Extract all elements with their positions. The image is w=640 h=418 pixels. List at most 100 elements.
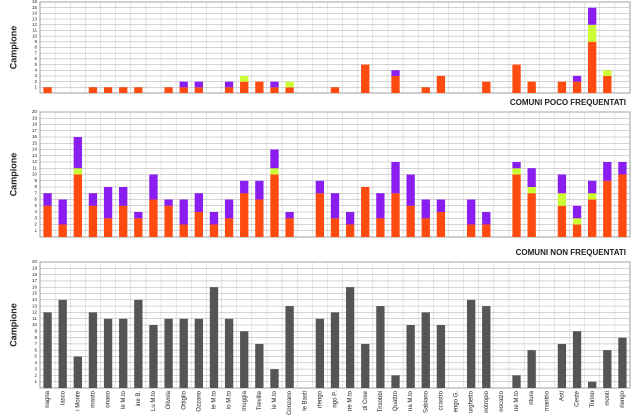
x-tick-label: i Monte: [75, 390, 81, 410]
y-tick-label: 18: [32, 122, 38, 127]
bar: [527, 350, 536, 388]
y-tick-label: 7: [34, 341, 37, 346]
bar: [194, 212, 204, 237]
bar: [603, 75, 612, 93]
bar: [73, 168, 82, 175]
bar: [134, 87, 143, 93]
bar: [376, 306, 385, 388]
bar: [603, 162, 612, 181]
y-tick-label: 8: [34, 184, 37, 189]
bar: [572, 331, 582, 388]
x-tick-label: Ozzano: [196, 390, 202, 411]
bar: [482, 81, 491, 93]
y-tick-label: 14: [32, 147, 38, 152]
bar: [73, 174, 82, 237]
bar: [588, 180, 597, 194]
bar: [58, 224, 67, 237]
x-tick-label: onano: [106, 390, 112, 407]
bar: [466, 299, 476, 388]
bar: [618, 174, 627, 237]
bar: [255, 343, 264, 388]
bar: [361, 64, 370, 93]
bar: [240, 193, 249, 237]
y-tick-label: 1: [34, 379, 37, 384]
bar: [179, 87, 188, 93]
bar: [164, 87, 173, 93]
bar: [588, 381, 597, 388]
bar: [436, 75, 446, 93]
bar: [315, 193, 325, 237]
bar: [572, 218, 582, 225]
bar: [588, 24, 597, 42]
bar: [240, 75, 249, 82]
bar: [73, 137, 82, 169]
x-tick-label: Ottiglio: [181, 390, 187, 409]
bar: [209, 287, 219, 388]
x-tick-label: mantrio: [544, 390, 550, 411]
bar: [588, 7, 597, 25]
bar: [224, 81, 234, 88]
bar: [466, 224, 476, 237]
bar: [618, 337, 627, 388]
y-tick-label: 17: [32, 278, 38, 283]
bar: [164, 205, 173, 237]
bar: [436, 325, 446, 388]
bar: [194, 193, 204, 212]
bar: [376, 218, 385, 237]
bar: [482, 224, 491, 237]
y-tick-label: 19: [32, 115, 38, 120]
bar: [391, 193, 400, 237]
x-tick-label: Conzano: [287, 390, 293, 415]
bar: [240, 180, 249, 194]
x-tick-label: na M.to: [408, 390, 414, 411]
y-tick-label: 5: [34, 354, 37, 359]
bar: [270, 149, 279, 169]
y-tick-label: 2: [34, 222, 37, 227]
y-tick-label: 15: [32, 5, 38, 10]
bar: [164, 318, 173, 388]
bar: [224, 87, 234, 93]
x-tick-label: Sabiano: [423, 390, 429, 413]
bar: [557, 193, 567, 206]
y-tick-label: 7: [34, 50, 37, 55]
bar: [134, 218, 143, 237]
bar: [345, 224, 355, 237]
x-tick-label: ngo P.: [333, 391, 339, 408]
y-tick-label: 4: [34, 67, 37, 72]
bar: [270, 174, 279, 237]
x-tick-label: di Cree: [363, 390, 369, 410]
bar: [588, 199, 597, 237]
y-axis-label: Campione: [8, 153, 18, 197]
y-tick-label: 10: [32, 33, 38, 38]
y-tick-label: 2: [34, 373, 37, 378]
x-tick-label: le M.to: [272, 390, 278, 409]
bar: [179, 224, 188, 237]
y-tick-label: 16: [32, 134, 38, 139]
bar: [315, 318, 325, 388]
y-tick-label: 11: [32, 28, 37, 33]
y-tick-label: 12: [32, 22, 38, 27]
bar: [512, 168, 521, 175]
bar: [119, 318, 128, 388]
bar: [557, 343, 567, 388]
y-axis-label: Campione: [8, 26, 18, 70]
y-tick-label: 15: [32, 140, 38, 145]
bar: [482, 212, 491, 225]
bar: [149, 325, 158, 388]
y-tick-label: 20: [32, 259, 38, 264]
bar: [391, 375, 400, 388]
x-tick-label: Asti: [560, 391, 566, 401]
x-tick-label: rlengo: [620, 390, 626, 407]
bar: [43, 193, 52, 206]
y-tick-label: 5: [34, 203, 37, 208]
bar: [285, 218, 294, 237]
y-tick-label: 12: [32, 159, 38, 164]
bar: [527, 193, 536, 237]
y-tick-label: 18: [32, 272, 38, 277]
y-tick-label: 14: [32, 297, 38, 302]
bar: [391, 162, 400, 194]
x-tick-label: ntura: [529, 390, 535, 404]
bar: [103, 318, 113, 388]
bar: [270, 81, 279, 88]
x-tick-label: io M.to: [227, 390, 233, 409]
